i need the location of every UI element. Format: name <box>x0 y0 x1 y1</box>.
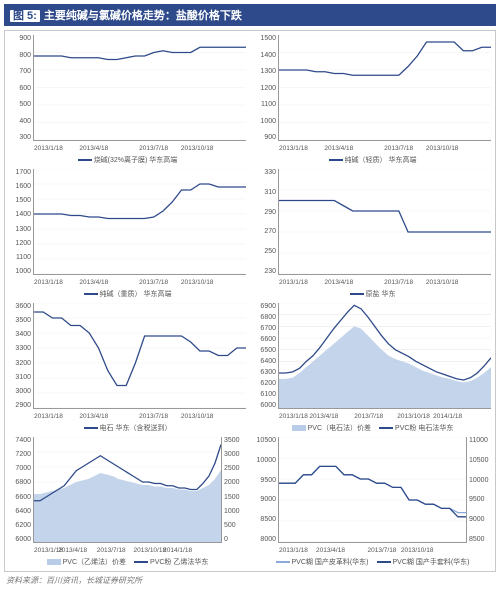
y-axis: 36003500340033003200310030002900 <box>9 303 33 421</box>
plot-area: 2013/1/182013/4/182013/7/182013/10/18 <box>33 303 246 409</box>
plot-area: 2013/1/182013/4/182013/7/182013/10/18 <box>278 437 467 543</box>
legend: 烧碱(32%离子膜) 华东高端 <box>9 153 246 165</box>
plot-area: 2013/1/182013/4/182013/7/182013/10/18 <box>33 169 246 275</box>
y2-axis: 110001050010000950090008500 <box>467 437 491 555</box>
x-axis: 2013/1/182013/4/182013/7/182013/10/18 <box>34 145 246 152</box>
figure-number: 图 5: <box>10 10 40 22</box>
y-axis: 17001600150014001300120011001000 <box>9 169 33 287</box>
x-axis: 2013/1/182013/4/182013/7/182013/10/18 <box>279 547 466 554</box>
x-axis: 2013/1/182013/4/182013/7/182013/10/18 <box>279 145 491 152</box>
figure-title: 主要纯碱与氯碱价格走势：盐酸价格下跌 <box>44 10 242 22</box>
y-axis: 74007200700068006600640062006000 <box>9 437 33 555</box>
legend: 纯碱（轻质） 华东高端 <box>254 153 491 165</box>
x-axis: 2013/1/182013/4/182013/7/182013/10/18201… <box>34 547 221 554</box>
chart-panel: 6900680067006600650064006300620061006000… <box>254 303 491 433</box>
legend: 纯碱（重质） 华东高端 <box>9 287 246 299</box>
chart-panel: 105001000095009000850080002013/1/182013/… <box>254 437 491 567</box>
plot-area: 2013/1/182013/4/182013/7/182013/10/18 <box>278 169 491 275</box>
y-axis: 330310290270250230 <box>254 169 278 287</box>
figure-header: 图 5: 主要纯碱与氯碱价格走势：盐酸价格下跌 <box>4 4 496 26</box>
chart-panel: 9008007006005004003002013/1/182013/4/182… <box>9 35 246 165</box>
plot-area: 2013/1/182013/4/182013/7/182013/10/18 <box>33 35 246 141</box>
x-axis: 2013/1/182013/4/182013/7/182013/10/18 <box>34 413 246 420</box>
chart-panel: 740072007000680066006400620060002013/1/1… <box>9 437 246 567</box>
legend: PVC（乙烯法）价差PVC粉 乙烯法华东 <box>9 555 246 567</box>
plot-area: 2013/1/182013/4/182013/7/182013/10/18201… <box>278 303 491 409</box>
y-axis: 900800700600500400300 <box>9 35 33 153</box>
x-axis: 2013/1/182013/4/182013/7/182013/10/18 <box>34 279 246 286</box>
chart-grid: 9008007006005004003002013/1/182013/4/182… <box>4 30 496 572</box>
chart-panel: 170016001500140013001200110010002013/1/1… <box>9 169 246 299</box>
chart-panel: 3303102902702502302013/1/182013/4/182013… <box>254 169 491 299</box>
y2-axis: 3500300025002000150010005000 <box>222 437 246 555</box>
source-footer: 资料来源：百川资讯，长城证券研究所 <box>4 572 496 586</box>
x-axis: 2013/1/182013/4/182013/7/182013/10/18201… <box>279 413 491 420</box>
plot-area: 2013/1/182013/4/182013/7/182013/10/18201… <box>33 437 222 543</box>
y-axis: 150014001300120011001000900 <box>254 35 278 153</box>
plot-area: 2013/1/182013/4/182013/7/182013/10/18 <box>278 35 491 141</box>
x-axis: 2013/1/182013/4/182013/7/182013/10/18 <box>279 279 491 286</box>
legend: 原盐 华东 <box>254 287 491 299</box>
legend: PVC糊 国产皮革料(华东)PVC糊 国产手套料(华东) <box>254 555 491 567</box>
y-axis: 10500100009500900085008000 <box>254 437 278 555</box>
chart-panel: 360035003400330032003100300029002013/1/1… <box>9 303 246 433</box>
chart-panel: 1500140013001200110010009002013/1/182013… <box>254 35 491 165</box>
legend: 电石 华东（含税送到） <box>9 421 246 433</box>
legend: PVC（电石法）价差PVC粉 电石法华东 <box>254 421 491 433</box>
y-axis: 6900680067006600650064006300620061006000 <box>254 303 278 421</box>
